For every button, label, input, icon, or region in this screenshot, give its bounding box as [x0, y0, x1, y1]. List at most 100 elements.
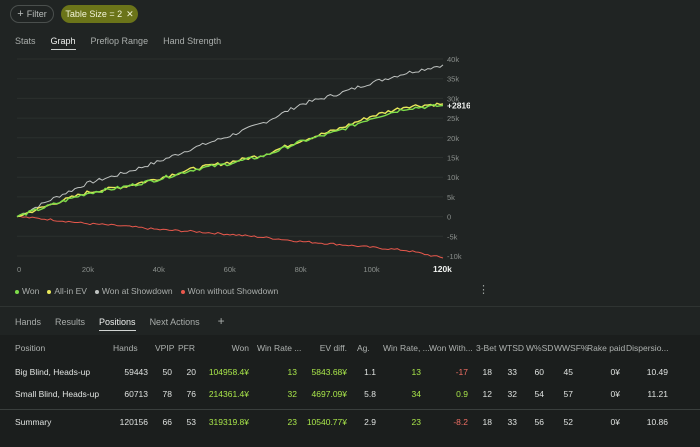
table-cell: 12: [482, 389, 492, 399]
column-header[interactable]: WWSF%: [554, 343, 589, 353]
table-cell: 104958.4¥: [208, 367, 249, 377]
y-tick-label: -5k: [447, 232, 458, 241]
profit-graph: 40k 35k 30k 25k 20k 15k 10k 5k 0 -5k -10k 0 20k 40k 60…: [10, 48, 488, 278]
x-tick-label: 20k: [82, 265, 94, 274]
tab-preflop-range[interactable]: Preflop Range: [90, 36, 149, 46]
table-cell: 54: [534, 389, 544, 399]
column-header[interactable]: Won: [231, 343, 249, 353]
series-line-won: [16, 103, 444, 218]
close-icon[interactable]: ✕: [126, 8, 134, 19]
column-header[interactable]: Ag.: [357, 343, 370, 353]
more-options-icon[interactable]: ⋮: [478, 284, 489, 296]
table-cell: 23: [411, 417, 421, 427]
tab-stats[interactable]: Stats: [15, 36, 36, 46]
table-cell: Big Blind, Heads-up: [15, 367, 91, 377]
y-tick-label: 40k: [447, 55, 459, 64]
summary-row[interactable]: Summary 120156 66 53 319319.8¥ 23 10540.77¥ 2.9…: [0, 411, 700, 433]
table-cell: 120156: [119, 417, 148, 427]
table-cell: 319319.8¥: [208, 417, 249, 427]
profit-graph-svg: 40k 35k 30k 25k 20k 15k 10k 5k 0 -5k -10k 0 20k 40k 60…: [16, 55, 488, 274]
table-cell: 32: [507, 389, 517, 399]
column-header[interactable]: Won With...: [429, 343, 473, 353]
column-header[interactable]: 3-Bet: [476, 343, 497, 353]
table-cell: 45: [563, 367, 573, 377]
table-cell: 56: [534, 417, 544, 427]
tab-hand-strength[interactable]: Hand Strength: [163, 36, 222, 46]
table-cell: Summary: [15, 417, 52, 427]
table-cell: 33: [507, 417, 517, 427]
tab-next-actions[interactable]: Next Actions: [149, 317, 200, 327]
tab-hands[interactable]: Hands: [15, 317, 42, 327]
table-cell: 34: [411, 389, 421, 399]
table-cell: 0¥: [610, 367, 620, 377]
y-tick-label: 10k: [447, 173, 459, 182]
y-tick-label: 5k: [447, 193, 455, 202]
table-row[interactable]: Big Blind, Heads-up 59443 50 20 104958.4¥ 13 5…: [0, 361, 700, 383]
column-header[interactable]: Win Rate, ...: [383, 343, 430, 353]
column-header[interactable]: Rake paid: [587, 343, 626, 353]
table-cell: 23: [287, 417, 297, 427]
table-cell: 4697.09¥: [311, 389, 347, 399]
divider: [0, 306, 700, 307]
series-line-won-without-showdown: [16, 215, 444, 259]
y-tick-label: 25k: [447, 114, 459, 123]
legend-won-at-showdown[interactable]: Won at Showdown: [94, 286, 173, 296]
tab-graph[interactable]: Graph: [50, 36, 76, 50]
series-line-all-in-ev: [16, 102, 444, 218]
table-cell: 0.9: [456, 389, 468, 399]
table-cell: 52: [563, 417, 573, 427]
table-cell: 13: [287, 367, 297, 377]
column-header[interactable]: WTSD: [499, 343, 525, 353]
table-cell: 5.8: [364, 389, 376, 399]
column-header[interactable]: Win Rate ...: [257, 343, 302, 353]
add-tab-button[interactable]: +: [217, 314, 225, 328]
table-cell: 60: [534, 367, 544, 377]
x-tick-label: 0: [17, 265, 21, 274]
final-value-label: +28166.82: [447, 101, 470, 111]
table-cell: 60713: [124, 389, 148, 399]
y-tick-label: 30k: [447, 94, 459, 103]
column-header[interactable]: VPIP: [155, 343, 175, 353]
series-line-won-at-showdown: [16, 64, 444, 218]
table-cell: 10.49: [646, 367, 668, 377]
table-cell: 5843.68¥: [311, 367, 347, 377]
tab-results[interactable]: Results: [55, 317, 86, 327]
tab-positions[interactable]: Positions: [99, 317, 136, 331]
table-cell: 2.9: [364, 417, 376, 427]
column-header[interactable]: EV diff.: [319, 343, 347, 353]
table-cell: 10540.77¥: [306, 417, 347, 427]
legend-all-in-ev[interactable]: All-in EV: [47, 286, 87, 296]
table-row[interactable]: Small Blind, Heads-up 60713 78 76 214361.4¥ 3…: [0, 383, 700, 405]
graph-legend: Won All-in EV Won at Showdown Won withou…: [15, 286, 278, 296]
table-cell: 1.1: [364, 367, 376, 377]
view-tabs: Stats Graph Preflop Range Hand Strength: [15, 36, 221, 50]
y-tick-label: -10k: [447, 252, 462, 261]
positions-table: [0, 335, 700, 447]
filter-button[interactable]: + Filter: [10, 5, 54, 23]
table-cell: 66: [162, 417, 172, 427]
table-cell: 50: [162, 367, 172, 377]
table-size-filter-chip[interactable]: Table Size = 2 ✕: [61, 5, 138, 23]
table-cell: -8.2: [453, 417, 468, 427]
plus-icon: +: [17, 8, 24, 20]
column-header[interactable]: Position: [15, 343, 46, 353]
table-cell: 20: [186, 367, 196, 377]
y-tick-label: 35k: [447, 75, 459, 84]
column-header[interactable]: W%SD: [526, 343, 554, 353]
column-header[interactable]: Dispersio...: [626, 343, 669, 353]
table-cell: 0¥: [610, 389, 620, 399]
y-tick-label: 0: [447, 213, 451, 222]
x-tick-label: 40k: [153, 265, 165, 274]
column-header[interactable]: Hands: [113, 343, 138, 353]
y-tick-label: 15k: [447, 154, 459, 163]
x-tick-label: 80k: [295, 265, 307, 274]
table-cell: 18: [482, 417, 492, 427]
legend-won[interactable]: Won: [15, 286, 39, 296]
legend-won-without-showdown[interactable]: Won without Showdown: [180, 286, 278, 296]
y-tick-label: 20k: [447, 134, 459, 143]
table-cell: 18: [482, 367, 492, 377]
x-tick-label: 120k: [433, 264, 452, 274]
table-cell: 0¥: [610, 417, 620, 427]
column-header[interactable]: PFR: [178, 343, 195, 353]
table-cell: Small Blind, Heads-up: [15, 389, 100, 399]
